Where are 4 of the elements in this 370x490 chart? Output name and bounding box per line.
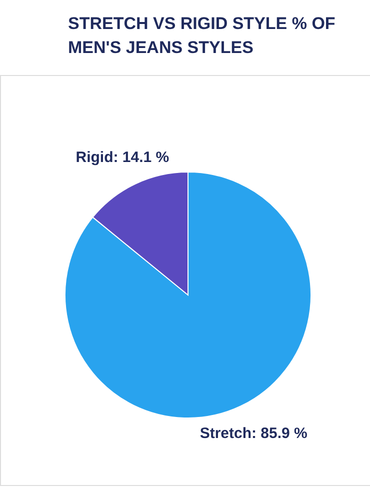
chart-title: STRETCH VS RIGID STYLE % OF MEN'S JEANS STYLES — [68, 14, 336, 57]
slice-label: Rigid: 14.1 % — [76, 148, 170, 166]
pie-slice — [64, 172, 312, 418]
slice-label: Stretch: 85.9 % — [200, 425, 308, 442]
